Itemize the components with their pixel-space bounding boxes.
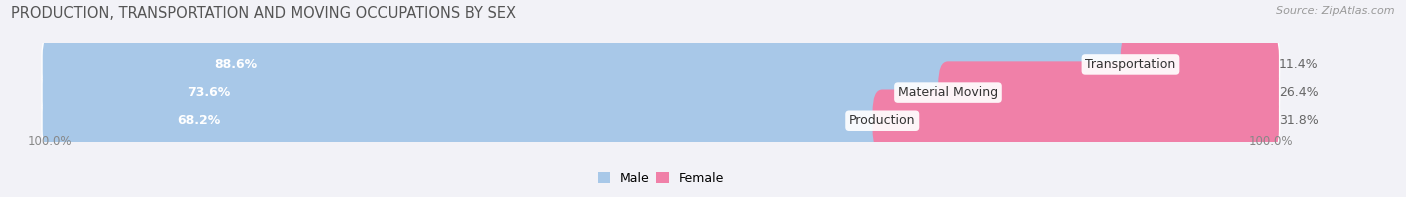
Text: PRODUCTION, TRANSPORTATION AND MOVING OCCUPATIONS BY SEX: PRODUCTION, TRANSPORTATION AND MOVING OC… bbox=[11, 6, 516, 21]
FancyBboxPatch shape bbox=[42, 33, 1140, 96]
FancyBboxPatch shape bbox=[42, 61, 1279, 124]
Text: Transportation: Transportation bbox=[1085, 58, 1175, 71]
FancyBboxPatch shape bbox=[42, 89, 891, 152]
Text: 26.4%: 26.4% bbox=[1279, 86, 1319, 99]
Text: 31.8%: 31.8% bbox=[1279, 114, 1319, 127]
FancyBboxPatch shape bbox=[42, 89, 1279, 152]
Text: 88.6%: 88.6% bbox=[214, 58, 257, 71]
Text: 73.6%: 73.6% bbox=[187, 86, 231, 99]
FancyBboxPatch shape bbox=[873, 89, 1279, 152]
Text: 68.2%: 68.2% bbox=[177, 114, 221, 127]
Text: Source: ZipAtlas.com: Source: ZipAtlas.com bbox=[1277, 6, 1395, 16]
Text: 100.0%: 100.0% bbox=[1249, 135, 1294, 148]
FancyBboxPatch shape bbox=[42, 61, 957, 124]
Text: 100.0%: 100.0% bbox=[28, 135, 73, 148]
Text: Material Moving: Material Moving bbox=[898, 86, 998, 99]
FancyBboxPatch shape bbox=[1121, 33, 1279, 96]
Legend: Male, Female: Male, Female bbox=[593, 167, 728, 190]
FancyBboxPatch shape bbox=[42, 33, 1279, 96]
Text: Production: Production bbox=[849, 114, 915, 127]
FancyBboxPatch shape bbox=[938, 61, 1279, 124]
Text: 11.4%: 11.4% bbox=[1279, 58, 1319, 71]
